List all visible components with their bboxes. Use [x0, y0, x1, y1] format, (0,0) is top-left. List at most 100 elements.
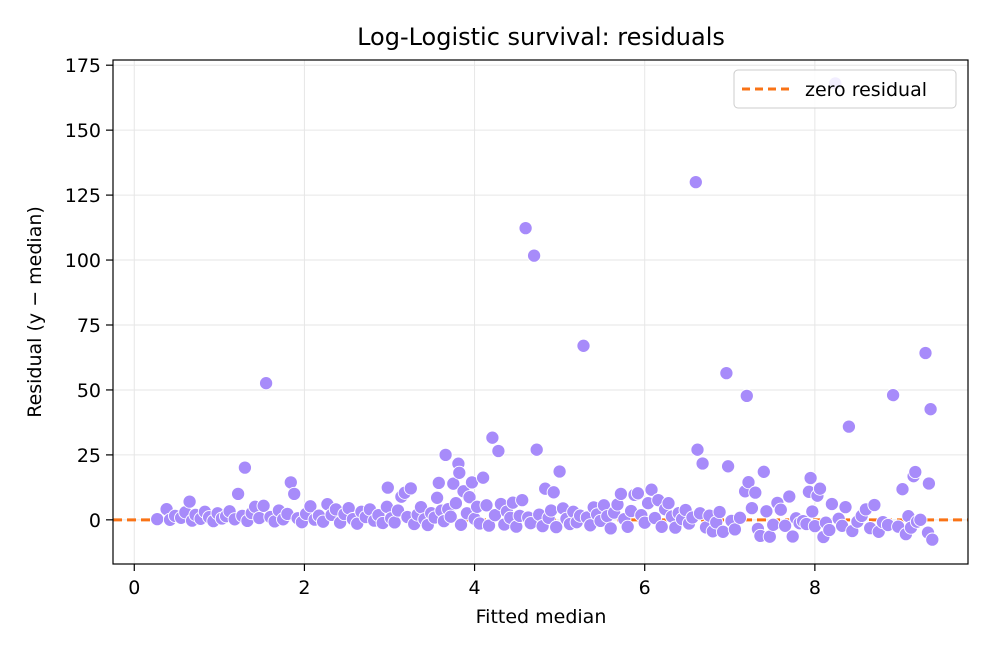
- y-tick-label: 25: [77, 445, 101, 467]
- data-point: [644, 482, 659, 497]
- y-tick-label: 50: [77, 380, 101, 402]
- data-point: [546, 485, 561, 500]
- data-point: [430, 490, 445, 505]
- data-point: [739, 388, 754, 403]
- data-point: [661, 496, 676, 511]
- y-axis-ticks: 0 25 50 75 100 125 150 175: [65, 55, 113, 532]
- data-point: [744, 501, 759, 516]
- y-tick-label: 175: [65, 55, 101, 77]
- data-point: [380, 480, 395, 495]
- data-point: [603, 521, 618, 536]
- data-point: [785, 529, 800, 544]
- data-point: [841, 419, 856, 434]
- data-point: [908, 464, 923, 480]
- data-point: [812, 481, 828, 496]
- data-point: [630, 486, 645, 501]
- data-point: [552, 464, 567, 479]
- data-point: [867, 497, 882, 513]
- data-point: [237, 460, 252, 475]
- data-point: [287, 486, 302, 501]
- data-point: [476, 470, 491, 485]
- data-point: [778, 518, 793, 533]
- legend-label-zero-residual: zero residual: [805, 79, 927, 101]
- data-point: [895, 482, 910, 497]
- data-point: [721, 459, 736, 474]
- data-point: [913, 512, 928, 527]
- data-point: [803, 470, 818, 486]
- x-axis-label: Fitted median: [476, 606, 607, 628]
- data-point: [256, 498, 271, 513]
- data-point: [529, 442, 544, 457]
- x-axis-ticks: 0 2 4 6 8: [128, 564, 821, 599]
- data-point: [921, 476, 936, 491]
- y-tick-label: 0: [89, 510, 101, 532]
- data-point: [759, 504, 774, 519]
- y-tick-label: 125: [65, 185, 101, 207]
- x-tick-label: 6: [639, 577, 651, 599]
- data-point: [620, 519, 635, 534]
- chart-title: Log-Logistic survival: residuals: [357, 23, 725, 51]
- data-point: [756, 464, 771, 479]
- y-tick-label: 75: [77, 315, 101, 337]
- data-point: [712, 504, 727, 520]
- data-point: [613, 486, 628, 501]
- legend-box: [733, 69, 957, 109]
- data-point: [485, 430, 500, 445]
- x-tick-label: 8: [809, 577, 821, 599]
- data-point: [688, 175, 703, 190]
- y-tick-label: 100: [65, 250, 101, 272]
- data-point: [918, 345, 933, 361]
- data-point: [438, 447, 453, 462]
- data-point: [446, 476, 461, 491]
- data-point: [805, 504, 820, 519]
- data-point: [695, 456, 710, 471]
- data-point: [782, 489, 797, 504]
- x-tick-label: 0: [128, 577, 140, 599]
- data-point: [824, 496, 839, 512]
- data-point: [150, 512, 165, 527]
- data-point: [303, 499, 318, 514]
- data-point: [732, 510, 748, 525]
- data-point: [491, 443, 506, 459]
- data-point: [453, 517, 469, 532]
- data-point: [923, 402, 938, 417]
- data-point: [403, 481, 418, 496]
- y-axis-label: Residual (y − median): [24, 206, 46, 418]
- data-point: [544, 503, 559, 518]
- y-tick-label: 150: [65, 120, 101, 142]
- legend: zero residual: [733, 69, 957, 109]
- data-point: [741, 475, 756, 490]
- data-point: [259, 376, 274, 391]
- plot-frame: [112, 59, 969, 565]
- data-point: [690, 442, 705, 457]
- data-point: [518, 221, 533, 236]
- data-point: [431, 475, 446, 490]
- data-point: [822, 522, 837, 538]
- data-point: [766, 517, 781, 532]
- x-tick-label: 2: [298, 577, 310, 599]
- data-points: [150, 76, 940, 547]
- data-point: [886, 388, 901, 403]
- data-point: [527, 248, 542, 263]
- data-point: [481, 518, 497, 533]
- data-point: [549, 520, 564, 535]
- data-point: [182, 494, 197, 509]
- data-point: [762, 529, 777, 544]
- data-point: [231, 486, 246, 501]
- data-point: [448, 496, 463, 511]
- data-point: [773, 502, 788, 517]
- data-point: [452, 465, 467, 480]
- data-point: [838, 500, 853, 515]
- x-tick-label: 4: [469, 577, 481, 599]
- data-point: [748, 485, 763, 500]
- data-point: [654, 519, 669, 534]
- data-point: [576, 338, 591, 353]
- data-point: [727, 522, 742, 537]
- data-point: [515, 493, 530, 508]
- data-point: [462, 490, 477, 505]
- data-point: [925, 532, 940, 547]
- data-point: [719, 366, 734, 381]
- data-point: [443, 509, 458, 524]
- data-point: [479, 498, 494, 513]
